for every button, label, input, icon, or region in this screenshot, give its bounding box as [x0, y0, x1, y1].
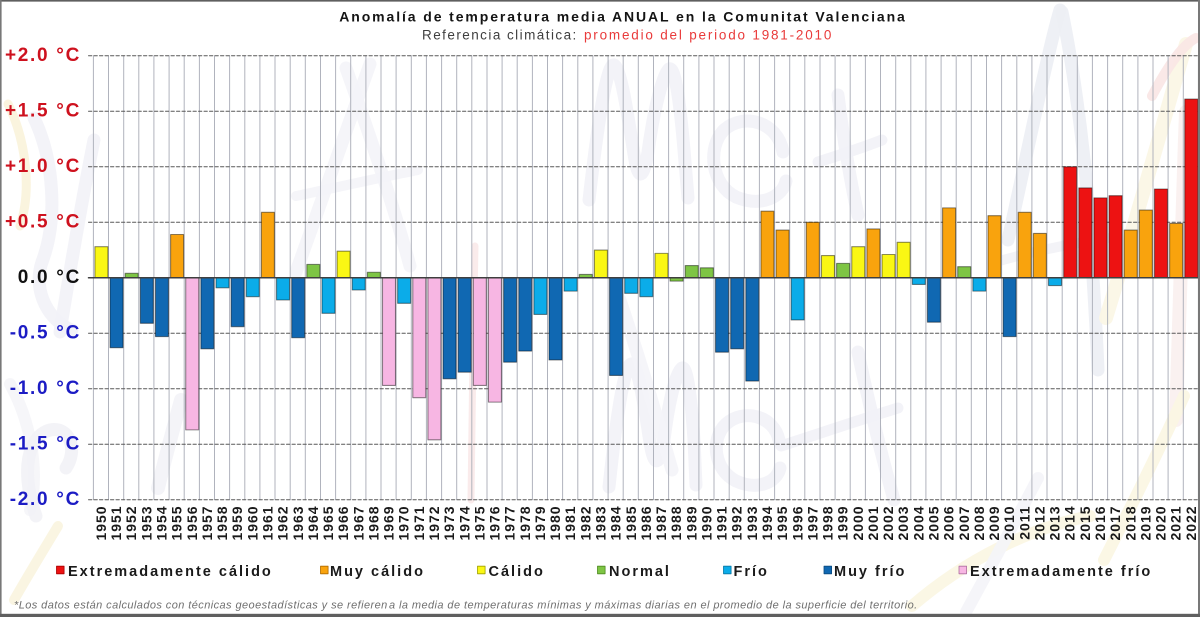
svg-text:1995: 1995: [774, 506, 790, 541]
svg-text:1955: 1955: [169, 506, 185, 541]
svg-text:1978: 1978: [517, 506, 533, 541]
svg-text:1960: 1960: [244, 506, 260, 541]
svg-text:1968: 1968: [365, 506, 381, 541]
svg-text:2020: 2020: [1153, 506, 1169, 541]
svg-text:2010: 2010: [1001, 506, 1017, 541]
svg-text:+1.0 °C: +1.0 °C: [5, 156, 81, 177]
svg-text:1973: 1973: [441, 506, 457, 541]
svg-text:1964: 1964: [305, 506, 321, 541]
svg-text:2012: 2012: [1031, 506, 1047, 541]
svg-text:Muy frío: Muy frío: [834, 564, 906, 580]
svg-text:1957: 1957: [199, 506, 215, 541]
svg-text:+0.5 °C: +0.5 °C: [5, 212, 81, 233]
svg-text:2008: 2008: [971, 506, 987, 541]
svg-text:1958: 1958: [214, 506, 230, 541]
svg-text:1984: 1984: [608, 506, 624, 541]
svg-text:Referencia climática:: Referencia climática:: [422, 28, 578, 43]
svg-text:1989: 1989: [683, 506, 699, 541]
svg-text:1982: 1982: [577, 506, 593, 541]
svg-text:2015: 2015: [1077, 506, 1093, 541]
svg-text:1962: 1962: [275, 506, 291, 541]
svg-text:1991: 1991: [714, 506, 730, 541]
svg-text:1951: 1951: [108, 506, 124, 541]
svg-text:1977: 1977: [502, 506, 518, 541]
svg-text:1952: 1952: [123, 506, 139, 541]
svg-text:2005: 2005: [926, 506, 942, 541]
svg-text:promedio del periodo 1981-2010: promedio del periodo 1981-2010: [584, 28, 833, 43]
svg-text:2003: 2003: [895, 506, 911, 541]
svg-text:1983: 1983: [592, 506, 608, 541]
svg-text:2009: 2009: [986, 506, 1002, 541]
svg-text:-1.5 °C: -1.5 °C: [10, 434, 81, 455]
svg-text:1987: 1987: [653, 506, 669, 541]
svg-text:2001: 2001: [865, 506, 881, 541]
svg-text:2002: 2002: [880, 506, 896, 541]
svg-text:1966: 1966: [335, 506, 351, 541]
svg-text:1972: 1972: [426, 506, 442, 541]
svg-text:+1.5 °C: +1.5 °C: [5, 101, 81, 122]
svg-text:1953: 1953: [138, 506, 154, 541]
svg-text:2013: 2013: [1047, 506, 1063, 541]
svg-text:2017: 2017: [1107, 506, 1123, 541]
svg-text:1956: 1956: [184, 506, 200, 541]
svg-text:2019: 2019: [1137, 506, 1153, 541]
svg-text:-1.0 °C: -1.0 °C: [10, 378, 81, 399]
svg-text:1963: 1963: [290, 506, 306, 541]
svg-text:1975: 1975: [471, 506, 487, 541]
svg-text:1994: 1994: [759, 506, 775, 541]
svg-text:0.0 °C: 0.0 °C: [18, 267, 81, 288]
svg-text:2016: 2016: [1092, 506, 1108, 541]
svg-text:1997: 1997: [804, 506, 820, 541]
svg-text:1981: 1981: [562, 506, 578, 541]
svg-text:1996: 1996: [789, 506, 805, 541]
svg-text:1950: 1950: [93, 506, 109, 541]
svg-text:1961: 1961: [259, 506, 275, 541]
svg-text:Frío: Frío: [734, 564, 769, 580]
svg-text:Cálido: Cálido: [489, 564, 545, 580]
svg-text:Anomalía de temperatura media: Anomalía de temperatura media ANUAL en l…: [339, 9, 906, 25]
svg-text:Extremadamente frío: Extremadamente frío: [970, 564, 1152, 580]
svg-text:1980: 1980: [547, 506, 563, 541]
svg-text:+2.0 °C: +2.0 °C: [5, 45, 81, 66]
svg-text:1979: 1979: [532, 506, 548, 541]
svg-text:1969: 1969: [381, 506, 397, 541]
svg-text:1990: 1990: [698, 506, 714, 541]
svg-text:1976: 1976: [487, 506, 503, 541]
svg-text:1959: 1959: [229, 506, 245, 541]
svg-text:1965: 1965: [320, 506, 336, 541]
svg-text:1985: 1985: [623, 506, 639, 541]
svg-text:-2.0 °C: -2.0 °C: [10, 489, 81, 510]
svg-text:2006: 2006: [941, 506, 957, 541]
svg-text:1993: 1993: [744, 506, 760, 541]
svg-text:Muy cálido: Muy cálido: [330, 564, 425, 580]
svg-text:Normal: Normal: [609, 564, 671, 580]
svg-text:1992: 1992: [729, 506, 745, 541]
svg-text:-0.5 °C: -0.5 °C: [10, 323, 81, 344]
svg-text:1998: 1998: [820, 506, 836, 541]
svg-text:2018: 2018: [1122, 506, 1138, 541]
svg-text:2007: 2007: [956, 506, 972, 541]
svg-text:1967: 1967: [350, 506, 366, 541]
svg-text:2004: 2004: [910, 506, 926, 541]
svg-text:1971: 1971: [411, 506, 427, 541]
svg-text:2014: 2014: [1062, 506, 1078, 541]
svg-text:1974: 1974: [456, 506, 472, 541]
svg-text:1986: 1986: [638, 506, 654, 541]
svg-text:1970: 1970: [396, 506, 412, 541]
svg-text:2011: 2011: [1016, 506, 1032, 540]
svg-text:*Los datos están calculados co: *Los datos están calculados con técnicas…: [14, 600, 918, 612]
svg-text:1954: 1954: [154, 506, 170, 541]
svg-text:2000: 2000: [850, 506, 866, 541]
svg-text:Extremadamente cálido: Extremadamente cálido: [68, 564, 273, 580]
svg-text:1999: 1999: [835, 506, 851, 541]
svg-text:2022: 2022: [1183, 506, 1199, 541]
svg-text:1988: 1988: [668, 506, 684, 541]
svg-text:2021: 2021: [1168, 506, 1184, 541]
